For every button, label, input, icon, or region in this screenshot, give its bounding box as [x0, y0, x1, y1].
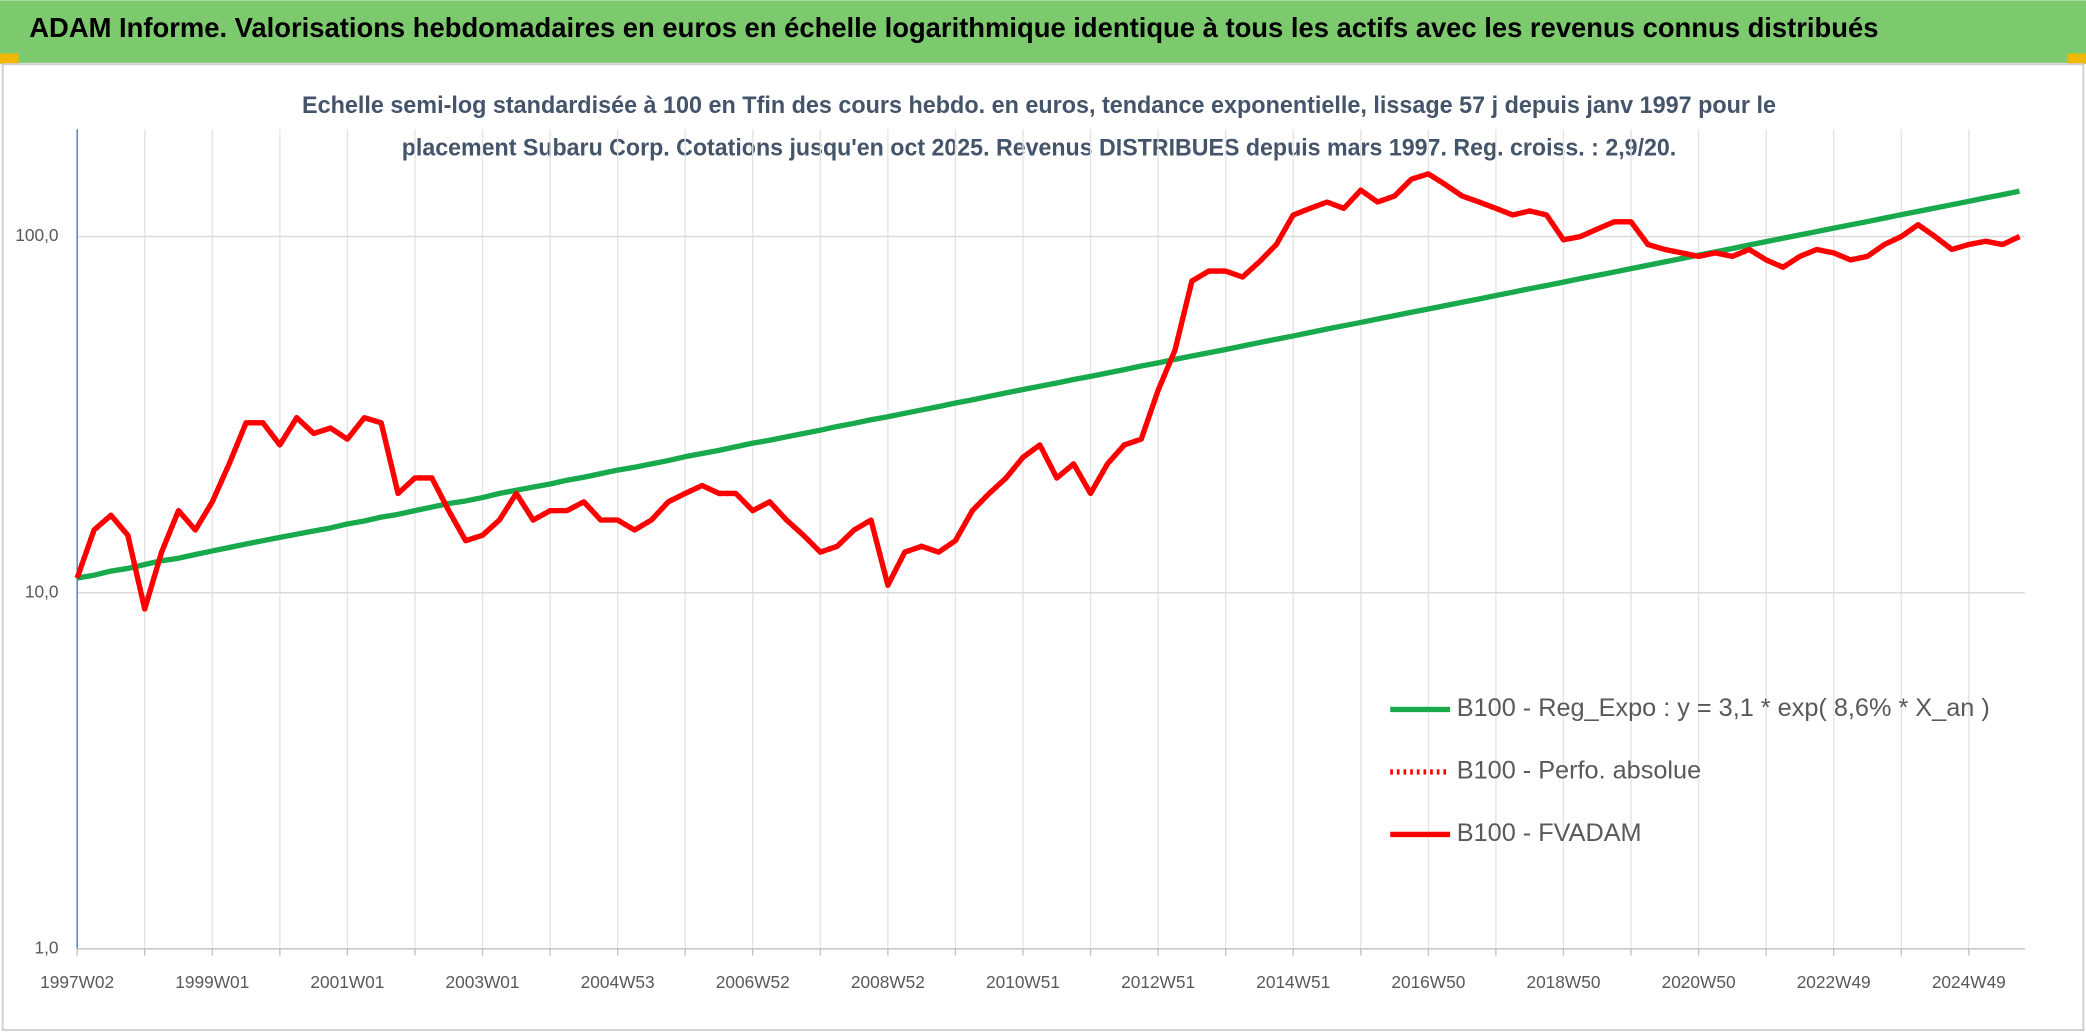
corner-right: [2067, 53, 2086, 65]
legend-label: B100 - Perfo. absolue: [1457, 757, 1701, 785]
header-bar: [0, 0, 2086, 63]
x-tick-label: 2022W49: [1797, 972, 1871, 992]
x-tick-label: 2001W01: [310, 972, 384, 992]
chart-title: Echelle semi-log standardisée à 100 en T…: [302, 92, 1776, 119]
legend-label: B100 - FVADAM: [1457, 819, 1642, 847]
y-tick-label: 100,0: [15, 225, 58, 245]
x-tick-label: 2020W50: [1662, 972, 1736, 992]
x-tick-label: 2014W51: [1256, 972, 1330, 992]
x-tick-label: 1999W01: [175, 972, 249, 992]
legend-label: B100 - Reg_Expo : y = 3,1 * exp( 8,6% * …: [1457, 694, 1990, 722]
y-tick-label: 10,0: [25, 581, 59, 601]
corner-left: [0, 53, 19, 65]
x-tick-label: 2006W52: [716, 972, 790, 992]
y-tick-label: 1,0: [35, 937, 59, 957]
x-tick-label: 2012W51: [1121, 972, 1195, 992]
panel-border: [1, 63, 2085, 1032]
x-tick-label: 2004W53: [581, 972, 655, 992]
x-tick-label: 2010W51: [986, 972, 1060, 992]
x-tick-label: 2008W52: [851, 972, 925, 992]
x-tick-label: 2024W49: [1932, 972, 2006, 992]
series-line: [74, 171, 2021, 612]
header-title: ADAM Informe. Valorisations hebdomadaire…: [29, 12, 1878, 43]
x-tick-label: 1997W02: [40, 972, 114, 992]
x-tick-label: 2016W50: [1391, 972, 1465, 992]
x-tick-label: 2003W01: [446, 972, 520, 992]
chart-title: placement Subaru Corp. Cotations jusqu'e…: [402, 135, 1676, 162]
x-tick-label: 2018W50: [1526, 972, 1600, 992]
